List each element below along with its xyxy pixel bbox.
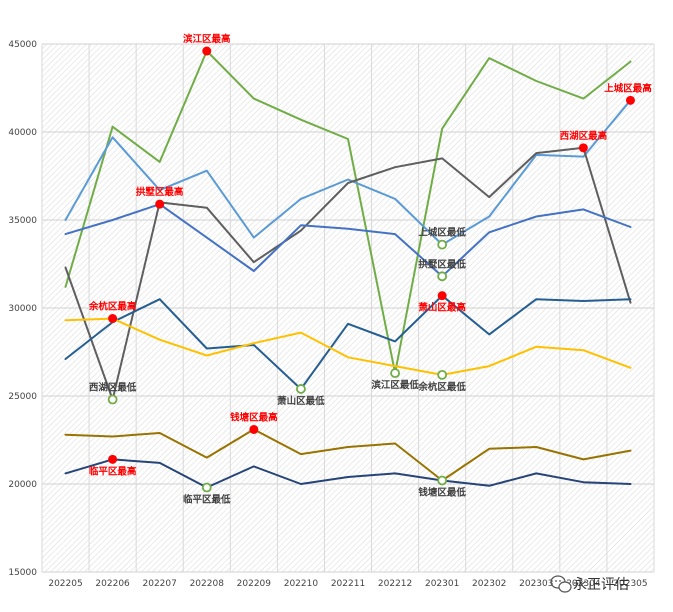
wechat-icon	[550, 575, 572, 593]
min-marker	[390, 368, 400, 379]
max-marker	[108, 314, 118, 324]
x-tick-label: 202205	[48, 579, 82, 589]
annotation-label: 滨江区最高	[183, 33, 231, 45]
min-marker	[201, 482, 212, 493]
extreme-markers	[107, 46, 635, 493]
horizontal-gridlines	[42, 43, 654, 573]
x-tick-label: 202211	[331, 579, 365, 589]
watermark: 永正评估	[550, 575, 629, 593]
x-tick-label: 202302	[472, 579, 506, 589]
y-tick-label: 30000	[8, 304, 37, 314]
max-marker	[578, 143, 588, 153]
min-marker	[437, 239, 448, 250]
max-marker	[625, 95, 635, 105]
y-tick-label: 45000	[8, 40, 37, 50]
x-tick-label: 202212	[378, 579, 412, 589]
annotation-label: 萧山区最高	[418, 302, 466, 314]
annotation-label: 上城区最低	[418, 227, 466, 239]
max-marker	[155, 199, 165, 209]
min-marker	[437, 271, 448, 282]
series-line-yuhang	[64, 317, 632, 376]
series-line-xiaoshan	[64, 294, 632, 390]
min-marker	[296, 384, 306, 394]
series-line-binjiang	[64, 50, 632, 375]
annotation-label: 临平区最高	[89, 465, 137, 477]
x-tick-label: 202208	[190, 579, 225, 589]
x-tick-label: 202305	[613, 579, 647, 589]
annotation-label: 余杭区最低	[417, 381, 466, 393]
x-tick-label: 202304	[566, 579, 601, 589]
y-tick-label: 20000	[8, 480, 37, 490]
min-marker	[107, 394, 118, 405]
annotation-label: 西湖区最低	[89, 382, 137, 394]
max-marker	[437, 291, 447, 301]
annotation-label: 萧山区最低	[277, 395, 325, 407]
annotation-label: 滨江区最低	[371, 379, 419, 391]
x-tick-label: 202301	[425, 579, 459, 589]
annotation-label: 钱塘区最高	[230, 411, 278, 423]
max-marker	[249, 424, 259, 434]
x-tick-label: 202303	[519, 579, 553, 589]
x-tick-label: 202206	[95, 579, 130, 589]
annotation-label: 拱墅区最高	[136, 186, 184, 198]
y-tick-label: 35000	[8, 216, 37, 226]
annotation-label: 西湖区最高	[560, 130, 608, 142]
annotation-label: 拱墅区最低	[418, 258, 466, 270]
y-tick-label: 15000	[8, 568, 37, 578]
x-axis-tick-labels: 202205 202206 202207 202208 202209 202210 2022…	[48, 579, 647, 589]
x-tick-label: 202210	[284, 579, 319, 589]
y-tick-label: 40000	[8, 128, 37, 138]
x-tick-label: 202209	[237, 579, 272, 589]
min-marker	[437, 475, 448, 486]
annotation-label: 临平区最低	[183, 494, 231, 506]
series-line-shangcheng	[64, 99, 632, 246]
watermark-text: 永正评估	[573, 577, 629, 593]
x-tick-label: 202207	[143, 579, 177, 589]
y-axis-tick-labels: 15000 20000 25000 30000 35000 40000 45000	[8, 40, 37, 578]
series-line-linping	[64, 458, 632, 489]
annotation-label: 钱塘区最低	[418, 486, 466, 498]
annotation-label: 余杭区最高	[88, 301, 137, 313]
max-marker	[202, 46, 212, 56]
series-line-qiantang	[64, 428, 632, 482]
max-marker	[108, 454, 118, 464]
y-tick-label: 25000	[8, 392, 37, 402]
annotation-label: 上城区最高	[604, 82, 652, 94]
min-marker	[437, 369, 448, 380]
